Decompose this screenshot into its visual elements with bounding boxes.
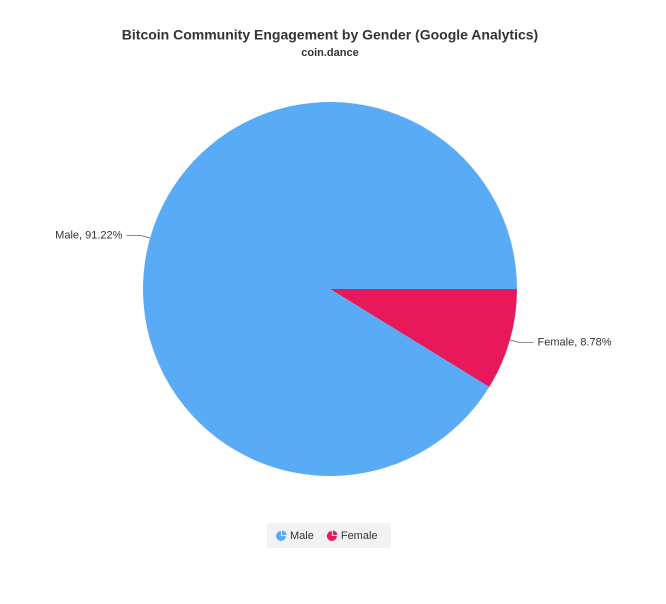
pie-slice <box>330 289 517 388</box>
legend-label[interactable]: Male <box>290 530 314 542</box>
data-label: Male, 91.22% <box>55 229 122 241</box>
data-label: Female, 8.78% <box>538 337 612 349</box>
legend-icon <box>332 530 338 535</box>
leader-line <box>126 234 151 239</box>
legend-icon <box>276 531 286 541</box>
legend-icon <box>326 531 337 541</box>
legend-label[interactable]: Female <box>341 530 378 542</box>
pie-slice <box>142 102 517 477</box>
pie <box>142 102 517 477</box>
chart-subtitle: coin.dance <box>301 47 358 59</box>
legend-icon <box>282 530 287 535</box>
legend: Male Female <box>267 523 391 548</box>
chart-title: Bitcoin Community Engagement by Gender (… <box>122 27 538 43</box>
leader-line <box>509 339 534 344</box>
